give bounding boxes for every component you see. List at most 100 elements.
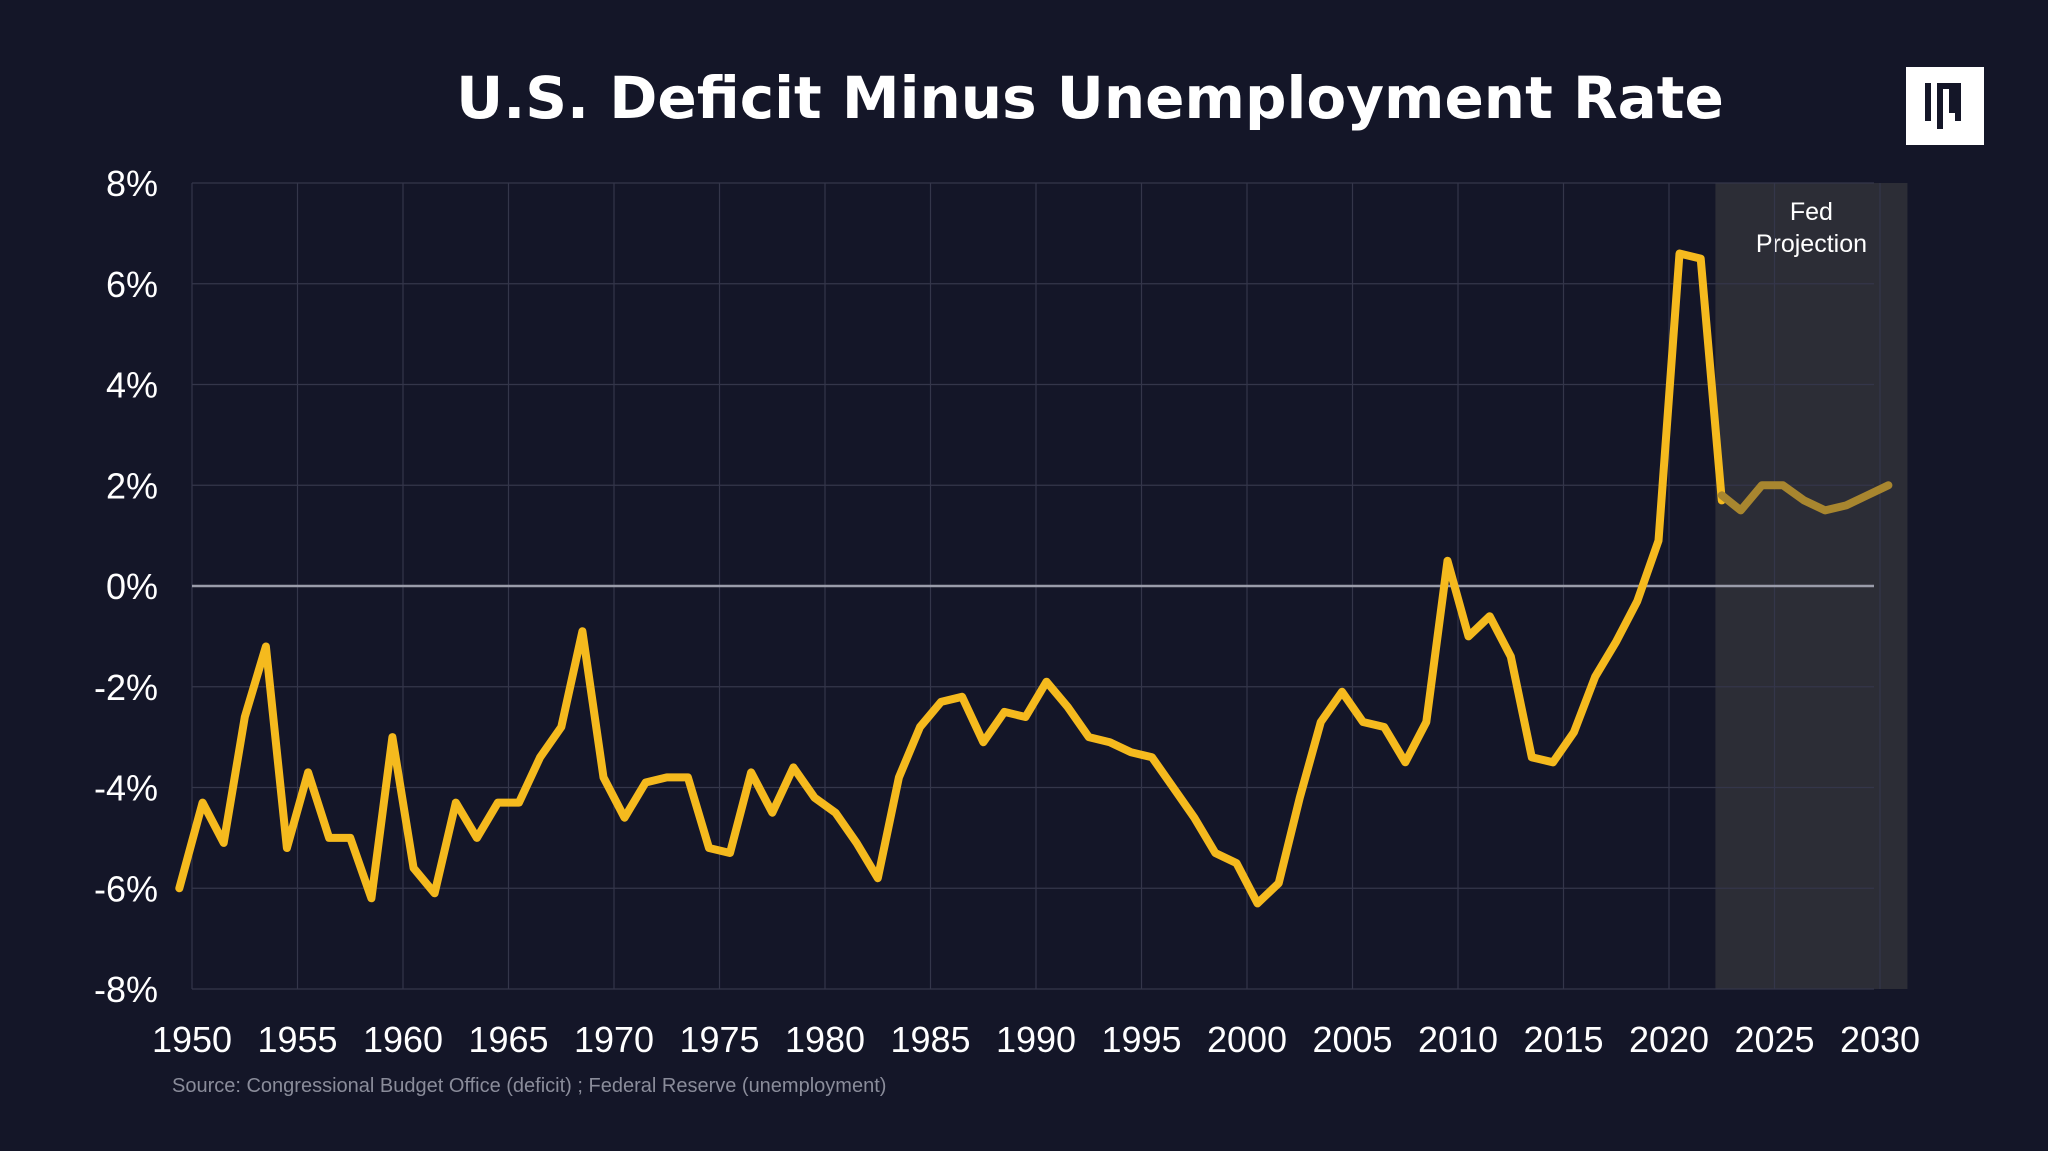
data-point: [1423, 719, 1430, 726]
data-point: [516, 799, 523, 806]
data-point: [1697, 255, 1704, 262]
source-note: Source: Congressional Budget Office (def…: [172, 1075, 886, 1097]
data-point: [895, 774, 902, 781]
data-point: [431, 890, 438, 897]
data-point: [220, 839, 227, 846]
projection-label-line2: Projection: [1756, 230, 1867, 258]
data-point: [1676, 250, 1683, 257]
data-point: [1106, 739, 1113, 746]
data-point: [1001, 708, 1008, 715]
data-point: [1718, 492, 1725, 499]
x-tick-label: 2030: [1840, 1019, 1920, 1060]
y-tick-label: 2%: [106, 465, 158, 506]
data-point: [832, 809, 839, 816]
data-point: [347, 834, 354, 841]
x-tick-label: 1985: [890, 1019, 970, 1060]
data-point: [1613, 638, 1620, 645]
x-tick-label: 2005: [1312, 1019, 1392, 1060]
data-point: [1043, 678, 1050, 685]
data-point: [1758, 482, 1765, 489]
data-point: [1127, 749, 1134, 756]
logo: [1906, 67, 1984, 145]
x-tick-label: 1975: [679, 1019, 759, 1060]
y-tick-label: -2%: [94, 667, 158, 708]
data-point: [705, 844, 712, 851]
data-point: [1275, 880, 1282, 887]
y-tick-label: 0%: [106, 566, 158, 607]
data-point: [727, 849, 734, 856]
y-tick-label: -4%: [94, 768, 158, 809]
x-tick-label: 2020: [1629, 1019, 1709, 1060]
y-tick-label: -8%: [94, 969, 158, 1010]
data-point: [1655, 537, 1662, 544]
data-point: [1737, 507, 1744, 514]
data-point: [368, 895, 375, 902]
y-tick-label: 6%: [106, 264, 158, 305]
data-point: [1822, 507, 1829, 514]
data-point: [811, 794, 818, 801]
chart-title: U.S. Deficit Minus Unemployment Rate: [456, 64, 1724, 132]
x-tick-label: 1950: [152, 1019, 232, 1060]
data-point: [1444, 557, 1451, 564]
data-point: [1571, 729, 1578, 736]
data-point: [1528, 754, 1535, 761]
data-point: [410, 865, 417, 872]
data-point: [642, 779, 649, 786]
data-point: [959, 693, 966, 700]
data-point: [663, 774, 670, 781]
data-point: [1338, 688, 1345, 695]
data-point: [283, 844, 290, 851]
logo-background: [1906, 67, 1984, 145]
data-point: [305, 769, 312, 776]
data-point: [1317, 719, 1324, 726]
y-tick-label: 4%: [106, 365, 158, 406]
series-line-actual: [175, 249, 1726, 908]
data-point: [916, 724, 923, 731]
data-point: [748, 769, 755, 776]
x-tick-label: 1965: [468, 1019, 548, 1060]
data-point: [326, 834, 333, 841]
data-point: [1170, 784, 1177, 791]
data-point: [938, 698, 945, 705]
data-point: [1864, 492, 1871, 499]
data-point: [1022, 713, 1029, 720]
data-point: [853, 839, 860, 846]
data-point: [1634, 598, 1641, 605]
x-tick-label: 1995: [1101, 1019, 1181, 1060]
data-point: [1064, 703, 1071, 710]
y-tick-label: -6%: [94, 868, 158, 909]
data-point: [1507, 653, 1514, 660]
x-tick-label: 2010: [1418, 1019, 1498, 1060]
data-point: [1085, 734, 1092, 741]
data-point: [874, 875, 881, 882]
data-point: [1360, 719, 1367, 726]
data-point: [473, 834, 480, 841]
data-point: [494, 799, 501, 806]
data-point: [1465, 633, 1472, 640]
x-axis-ticks: 1950 1955 1960 1965 1970 1975 1980 1985 1990 1995…: [152, 1019, 1920, 1060]
data-point: [769, 809, 776, 816]
data-point: [452, 799, 459, 806]
data-point: [199, 799, 206, 806]
data-point: [1801, 497, 1808, 504]
data-point: [600, 774, 607, 781]
data-point: [1212, 849, 1219, 856]
x-tick-label: 2000: [1207, 1019, 1287, 1060]
x-tick-label: 1970: [574, 1019, 654, 1060]
x-tick-label: 1955: [257, 1019, 337, 1060]
data-point: [1233, 860, 1240, 867]
logo-mark-icon: [1925, 83, 1961, 129]
x-tick-label: 2025: [1734, 1019, 1814, 1060]
gridlines: [191, 182, 1881, 990]
data-point: [980, 739, 987, 746]
data-point: [176, 885, 183, 892]
data-point: [389, 734, 396, 741]
data-series: [175, 249, 1893, 908]
data-point: [1296, 794, 1303, 801]
x-tick-label: 1990: [996, 1019, 1076, 1060]
data-point: [790, 764, 797, 771]
projection-label-line1: Fed: [1790, 198, 1833, 226]
data-point: [1486, 613, 1493, 620]
data-point: [1254, 900, 1261, 907]
data-point: [558, 724, 565, 731]
